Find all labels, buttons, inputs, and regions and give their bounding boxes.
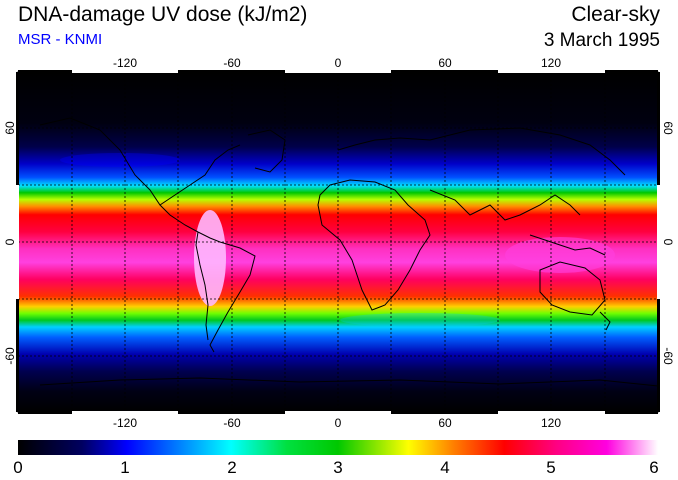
maritime-high-dose xyxy=(505,237,615,273)
coastlines xyxy=(39,117,658,387)
colorbar-label: 6 xyxy=(649,458,659,477)
map-title: DNA-damage UV dose (kJ/m2) xyxy=(18,3,308,26)
lat-tick-right: -60 xyxy=(661,347,675,365)
lon-tick-top: 60 xyxy=(438,56,452,70)
north-band-wave xyxy=(60,153,180,167)
colorbar-label: 4 xyxy=(440,458,450,477)
lat-tick-left: -60 xyxy=(3,347,17,365)
map-date: 3 March 1995 xyxy=(543,30,660,51)
frame-segments xyxy=(16,70,660,414)
lat-tick-left: 0 xyxy=(3,238,17,246)
colorbar-label: 0 xyxy=(13,458,23,477)
colorbar-label: 5 xyxy=(546,458,556,477)
lon-tick-bottom: 120 xyxy=(540,416,562,430)
lat-tick-right: 60 xyxy=(661,121,675,135)
lon-tick-top: -60 xyxy=(223,56,241,70)
colorbar-label: 3 xyxy=(333,458,343,477)
graticule xyxy=(18,72,658,412)
lon-tick-bottom: -120 xyxy=(112,416,138,430)
south-band-wave xyxy=(340,313,500,327)
lon-tick-bottom: 60 xyxy=(438,416,452,430)
lat-tick-right: 0 xyxy=(661,238,675,246)
lon-tick-bottom: -60 xyxy=(223,416,241,430)
colorbar-label: 2 xyxy=(227,458,237,477)
lon-tick-top: 0 xyxy=(334,56,342,70)
colorbar xyxy=(18,440,658,455)
lon-tick-top: -120 xyxy=(112,56,138,70)
colorbar-label: 1 xyxy=(120,458,130,477)
map-subtitle: MSR - KNMI xyxy=(18,31,103,48)
lat-tick-left: 60 xyxy=(3,121,17,135)
sky-condition: Clear-sky xyxy=(571,3,660,26)
lon-tick-bottom: 0 xyxy=(334,416,342,430)
lon-tick-top: 120 xyxy=(540,56,562,70)
